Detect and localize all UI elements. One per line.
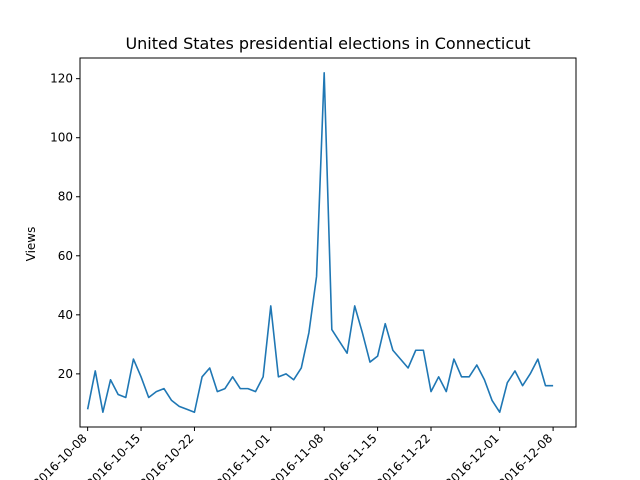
x-tick-label: 2016-11-22 [374,431,433,480]
series-line [88,73,553,412]
y-tick-label: 120 [50,72,73,86]
y-tick-label: 80 [58,190,73,204]
x-tick-label: 2016-11-15 [321,431,380,480]
series-group [88,73,553,412]
x-tick-label: 2016-10-15 [84,431,143,480]
y-tick-label: 60 [58,249,73,263]
x-tick-label: 2016-12-08 [496,431,555,480]
x-tick-label: 2016-10-22 [137,431,196,480]
x-tick-label: 2016-12-01 [443,431,502,480]
y-tick-label: 100 [50,131,73,145]
x-tick-label: 2016-11-01 [214,431,273,480]
y-tick-label: 40 [58,308,73,322]
x-tick-label: 2016-10-08 [31,431,90,480]
y-tick-label: 20 [58,367,73,381]
plot-frame [80,58,576,427]
y-axis-label: Views [24,227,38,262]
chart-title: United States presidential elections in … [125,34,530,53]
x-tick-label: 2016-11-08 [267,431,326,480]
y-axis-ticks: 20 40 60 80 100 120 [50,72,80,381]
